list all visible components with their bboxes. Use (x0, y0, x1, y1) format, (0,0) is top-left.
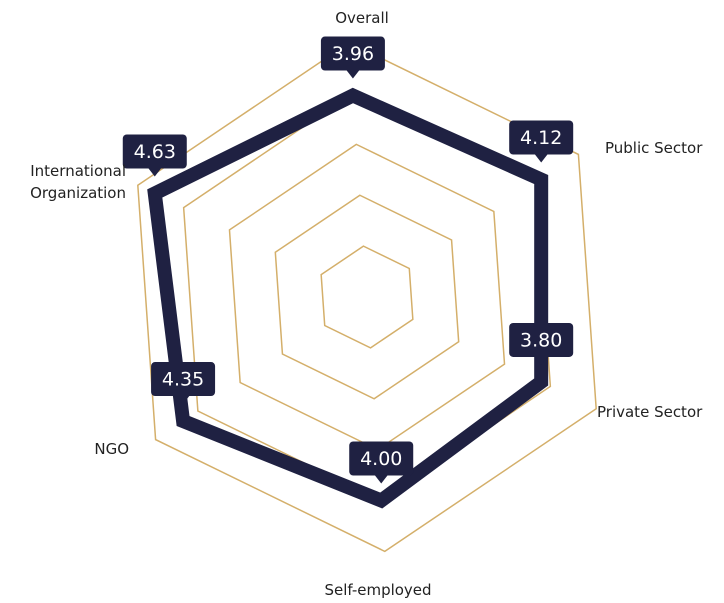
grid-ring (320, 245, 414, 349)
value-badge: 4.35 (151, 362, 216, 405)
category-label: Self-employed (324, 581, 432, 599)
value-badge: 3.80 (509, 322, 574, 365)
value-label: 4.00 (360, 448, 402, 470)
grid-ring (228, 143, 506, 451)
value-label: 4.35 (162, 369, 204, 391)
category-label: NGO (94, 440, 129, 458)
value-label: 3.80 (520, 329, 562, 351)
grid-ring (137, 41, 597, 553)
badge-box (349, 441, 414, 476)
badge-pointer (534, 153, 549, 163)
badge-box (509, 322, 574, 357)
badge-pointer (534, 355, 549, 365)
category-label: Overall (335, 9, 389, 27)
grid-ring (274, 194, 460, 400)
badge-pointer (374, 474, 389, 484)
value-label: 3.96 (332, 43, 374, 65)
data-line (147, 87, 549, 509)
value-label: 4.12 (520, 127, 562, 149)
category-label: International Organization (30, 162, 126, 202)
category-label: Public Sector (605, 139, 703, 157)
badge-box (151, 362, 216, 397)
badge-box (509, 120, 574, 155)
badge-box (122, 134, 187, 169)
badge-pointer (176, 395, 191, 405)
value-badge: 4.12 (509, 120, 574, 163)
badge-pointer (345, 69, 360, 79)
badge-pointer (147, 167, 162, 177)
value-badge: 4.00 (349, 441, 414, 484)
value-badge: 3.96 (320, 36, 385, 79)
value-label: 4.63 (134, 141, 176, 163)
badge-box (320, 36, 385, 71)
category-label: Private Sector (597, 403, 703, 421)
value-badge: 4.63 (122, 134, 187, 177)
